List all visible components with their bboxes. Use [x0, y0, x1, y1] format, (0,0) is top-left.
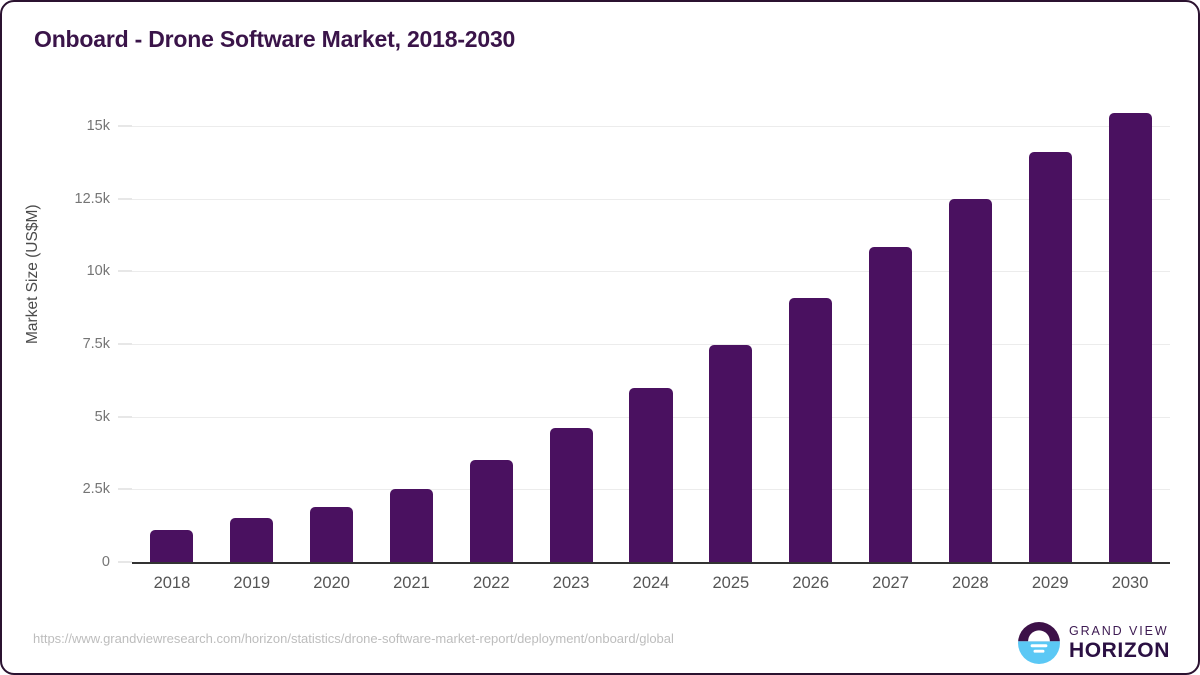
- x-tick-label-2020: 2020: [313, 574, 350, 592]
- y-tick-mark: [118, 343, 132, 345]
- x-tick-label-2029: 2029: [1031, 574, 1069, 592]
- y-tick-mark: [118, 561, 132, 563]
- logo-wordmark: GRAND VIEW HORIZON: [1069, 625, 1170, 662]
- bar-2023[interactable]: [549, 428, 593, 562]
- y-tick-label: 12.5k: [74, 190, 110, 207]
- y-axis-title: Market Size (US$M): [24, 204, 41, 344]
- y-tick-mark: [118, 416, 132, 418]
- bar-2029[interactable]: [1028, 152, 1072, 562]
- logo-line-horizon: HORIZON: [1068, 639, 1170, 663]
- y-tick-label: 7.5k: [82, 336, 110, 352]
- gridline: [132, 271, 1170, 273]
- x-tick-label-2030: 2030: [1111, 574, 1149, 592]
- source-url[interactable]: https://www.grandviewresearch.com/horizo…: [33, 631, 674, 646]
- y-tick-mark: [118, 198, 132, 200]
- x-tick-label-2026: 2026: [792, 574, 830, 592]
- y-tick-label: 15k: [86, 118, 110, 134]
- y-tick-mark: [118, 488, 132, 490]
- y-tick-label: 10k: [86, 263, 110, 280]
- plot-area: [132, 112, 1170, 564]
- bar-2028[interactable]: [948, 198, 992, 562]
- logo-line-grand-view: GRAND VIEW: [1068, 623, 1169, 638]
- bar-2022[interactable]: [469, 460, 513, 562]
- y-tick-label: 5k: [94, 408, 110, 425]
- horizon-logo-icon: [1017, 622, 1060, 664]
- x-tick-label-2019: 2019: [233, 574, 271, 592]
- bar-2026[interactable]: [789, 297, 833, 562]
- bar-2021[interactable]: [389, 489, 433, 562]
- y-tick-mark: [118, 270, 132, 272]
- y-tick-label: 2.5k: [82, 481, 110, 498]
- x-tick-label-2028: 2028: [952, 574, 989, 592]
- gridline: [132, 126, 1170, 127]
- bar-2018[interactable]: [150, 529, 194, 562]
- brand-logo: GRAND VIEW HORIZON: [1017, 622, 1170, 664]
- bar-2027[interactable]: [868, 246, 913, 562]
- x-tick-label-2027: 2027: [872, 574, 909, 592]
- bar-2019[interactable]: [230, 518, 274, 562]
- x-tick-label-2021: 2021: [393, 574, 430, 592]
- gridline: [132, 344, 1170, 345]
- x-tick-label-2022: 2022: [472, 574, 510, 592]
- x-tick-label-2025: 2025: [712, 574, 750, 592]
- x-tick-label-2024: 2024: [632, 574, 670, 592]
- x-tick-label-2018: 2018: [153, 574, 191, 592]
- bar-2025[interactable]: [709, 345, 753, 562]
- bar-2020[interactable]: [310, 506, 354, 562]
- x-axis-line: [132, 562, 1170, 564]
- page-title: Onboard - Drone Software Market, 2018-20…: [34, 26, 516, 52]
- bar-2030[interactable]: [1108, 112, 1152, 562]
- gridline: [132, 198, 1170, 200]
- bar-2024[interactable]: [629, 387, 673, 562]
- x-tick-label-2023: 2023: [552, 574, 590, 592]
- y-tick-mark: [118, 125, 132, 127]
- y-tick-label: 0: [101, 554, 110, 570]
